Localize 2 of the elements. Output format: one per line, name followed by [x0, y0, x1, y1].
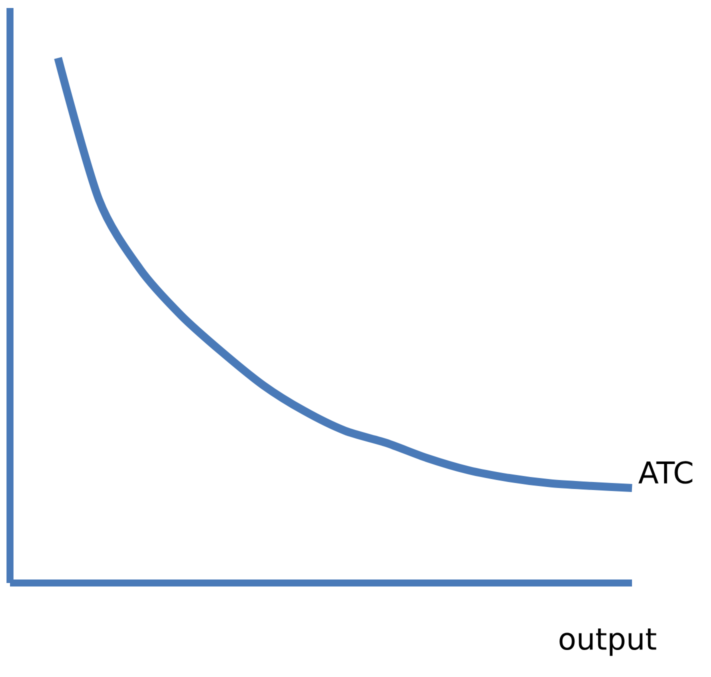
series-label: ATC	[638, 461, 692, 484]
x-axis-title: output	[560, 628, 656, 656]
